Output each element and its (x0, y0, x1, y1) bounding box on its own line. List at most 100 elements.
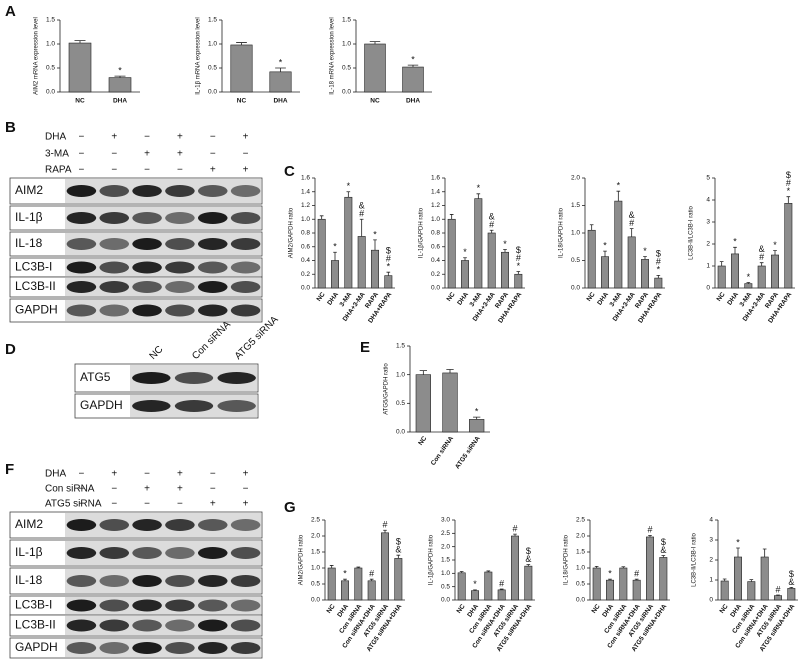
band (174, 372, 214, 384)
band (230, 642, 261, 654)
bar (587, 229, 596, 289)
bar (720, 580, 729, 601)
y-tick-label: 2.5 (576, 517, 585, 524)
panel-label: B (5, 119, 16, 136)
y-tick-label: 1.2 (431, 202, 440, 209)
band (66, 185, 97, 197)
bar (757, 265, 766, 289)
significance-mark: * (747, 272, 751, 282)
y-axis-label: IL-1β/GAPDH ratio (429, 534, 435, 585)
band-label: AIM2 (15, 517, 43, 531)
y-tick-label: 0.5 (576, 581, 585, 588)
y-axis-label: IL-18/GAPDH ratio (564, 534, 570, 585)
band (197, 599, 228, 612)
y-tick-label: 1.5 (342, 17, 351, 24)
condition-sign: − (111, 149, 117, 160)
error-bar (369, 578, 374, 581)
band (165, 519, 195, 531)
significance-mark: * (617, 181, 621, 191)
band-label: GAPDH (15, 303, 58, 317)
condition-label: Con siRNA (45, 484, 95, 495)
y-tick-label: 1.0 (46, 41, 55, 48)
significance-mark: * (503, 239, 507, 249)
y-axis-label: LC3B-Ⅱ/LC3B-Ⅰ ratio (692, 532, 698, 586)
x-tick-label: DHA (113, 98, 127, 105)
y-axis-label: AIM2 mRNA expression level (34, 17, 40, 95)
bar (619, 567, 628, 601)
y-tick-label: 1.5 (46, 17, 55, 24)
band (217, 372, 256, 384)
panel-label: E (360, 339, 370, 356)
error-bar (594, 566, 599, 568)
x-tick-label: NC (591, 603, 602, 615)
y-tick-label: 1.0 (301, 216, 310, 223)
y-axis-label: LC3B-Ⅱ/LC3B-Ⅰ ratio (689, 205, 695, 259)
y-tick-label: 0.0 (46, 89, 55, 96)
significance-mark: # (499, 578, 504, 588)
band (230, 281, 261, 293)
bar (484, 571, 493, 601)
error-bar (329, 565, 334, 568)
band (99, 547, 130, 559)
error-bar (661, 555, 666, 558)
band-label: IL-18 (15, 236, 43, 250)
y-tick-label: 0.5 (311, 581, 320, 588)
band (132, 185, 162, 197)
band-label: GAPDH (15, 640, 58, 654)
blot-membrane (65, 513, 261, 537)
bar (717, 265, 726, 289)
error-bar (516, 271, 521, 275)
band (66, 261, 97, 274)
band (165, 642, 195, 654)
significance-mark: * (773, 240, 777, 250)
band (99, 304, 130, 317)
error-bar (346, 191, 351, 198)
y-tick-label: 1 (709, 577, 713, 584)
error-bar (459, 571, 464, 573)
bar (394, 558, 403, 601)
x-tick-label: NC (417, 435, 428, 447)
y-tick-label: 1.5 (441, 557, 450, 564)
bar (354, 567, 363, 601)
y-tick-label: 0.5 (571, 257, 580, 264)
significance-mark: & (629, 210, 635, 220)
x-tick-label: NC (75, 98, 85, 105)
band (99, 519, 130, 531)
error-bar (359, 218, 364, 237)
condition-label: DHA (45, 132, 66, 143)
error-bar (786, 196, 791, 204)
x-tick-label: NC (716, 291, 727, 303)
condition-sign: + (144, 484, 150, 495)
significance-mark: $ (526, 546, 531, 556)
blot-membrane (65, 179, 261, 203)
condition-sign: + (243, 165, 249, 176)
condition-sign: − (78, 149, 84, 160)
error-bar (383, 529, 387, 533)
condition-sign: + (177, 132, 183, 143)
y-tick-label: 1.2 (301, 202, 310, 209)
band (230, 519, 261, 531)
band (165, 547, 195, 559)
significance-mark: * (463, 247, 467, 257)
band (197, 212, 228, 224)
y-tick-label: 1.5 (571, 202, 580, 209)
condition-sign: + (243, 132, 249, 143)
significance-mark: * (475, 406, 479, 416)
bar (606, 579, 614, 601)
band (230, 185, 261, 197)
significance-mark: * (643, 246, 647, 256)
error-bar (634, 578, 639, 581)
error-bar (789, 587, 794, 589)
band (197, 642, 228, 654)
band (197, 304, 228, 317)
error-bar (629, 228, 634, 237)
band (132, 599, 162, 612)
error-bar (603, 250, 607, 257)
bar (511, 535, 519, 601)
band (230, 547, 261, 559)
band (132, 519, 162, 531)
y-tick-label: 3 (706, 219, 710, 226)
condition-sign: − (144, 499, 150, 510)
significance-mark: * (733, 237, 737, 247)
